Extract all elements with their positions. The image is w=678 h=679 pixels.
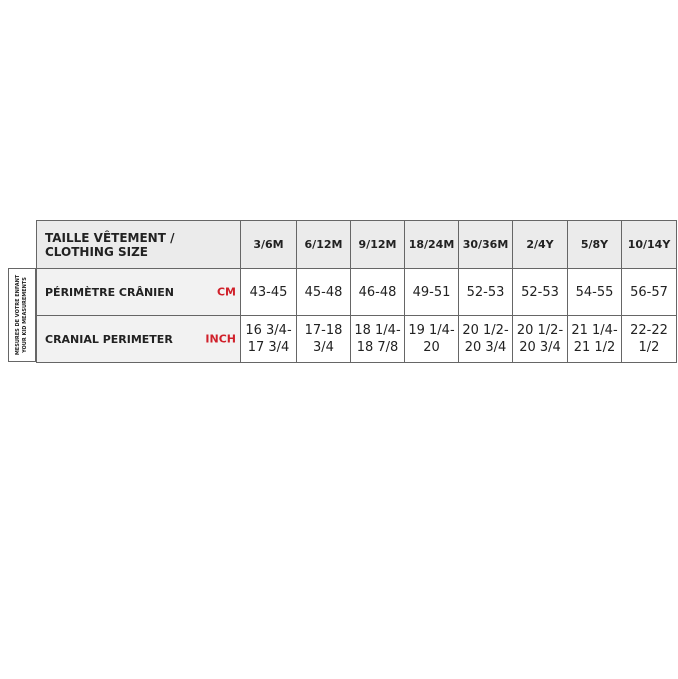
- row-label-cell: PÉRIMÈTRE CRÂNIEN CM: [36, 268, 241, 316]
- value-line: 20 1/2-: [462, 323, 509, 338]
- value-cell: 49-51: [404, 268, 459, 316]
- value-cell: 20 1/2- 20 3/4: [512, 315, 568, 363]
- value-cell: 54-55: [567, 268, 622, 316]
- row-label: CRANIAL PERIMETER: [45, 332, 173, 346]
- value-cell: 52-53: [458, 268, 513, 316]
- size-cell: 30/36M: [458, 220, 513, 269]
- value-line: 16 3/4-: [245, 323, 292, 338]
- header-label: TAILLE VÊTEMENT /: [45, 230, 175, 245]
- value-line: 18 7/8: [356, 340, 399, 355]
- size-cell: 10/14Y: [621, 220, 677, 269]
- side-label: MESURES DE VOTRE ENFANT YOUR KID MEASUREM…: [15, 275, 29, 355]
- value-cell: 45-48: [296, 268, 351, 316]
- value-line: 43-45: [249, 284, 288, 300]
- value-line: 52-53: [521, 284, 559, 300]
- value-line: 54-55: [575, 284, 614, 300]
- size-label: 3/6M: [253, 238, 284, 251]
- side-label-box: MESURES DE VOTRE ENFANT YOUR KID MEASUREM…: [8, 268, 36, 362]
- value-line: 17 3/4: [247, 340, 290, 355]
- value-line: 19 1/4-: [408, 323, 455, 338]
- value-cell: 46-48: [350, 268, 405, 316]
- value-line: 46-48: [358, 284, 397, 300]
- value-cell: 16 3/4- 17 3/4: [240, 315, 297, 363]
- size-cell: 2/4Y: [512, 220, 568, 269]
- value-line: 21 1/4-: [571, 323, 618, 338]
- size-cell: 5/8Y: [567, 220, 622, 269]
- value-line: 45-48: [304, 284, 343, 300]
- size-label: 18/24M: [408, 238, 455, 251]
- value-line: 52-53: [466, 284, 505, 300]
- row-label-cell: CRANIAL PERIMETER INCH: [36, 315, 241, 363]
- size-cell: 18/24M: [404, 220, 459, 269]
- side-label-line: YOUR KID MEASUREMENTS: [22, 277, 28, 353]
- size-label: 5/8Y: [580, 238, 609, 251]
- value-line: 21 1/2: [573, 340, 616, 355]
- value-cell: 43-45: [240, 268, 297, 316]
- size-cell: 3/6M: [240, 220, 297, 269]
- value-cell: 52-53: [512, 268, 568, 316]
- value-cell: 22-22 1/2: [621, 315, 677, 363]
- value-line: 20: [423, 340, 440, 355]
- value-cell: 56-57: [621, 268, 677, 316]
- size-label: 9/12M: [358, 238, 397, 251]
- header-label: CLOTHING SIZE: [45, 244, 148, 259]
- value-cell: 18 1/4- 18 7/8: [350, 315, 405, 363]
- value-cell: 17-18 3/4: [296, 315, 351, 363]
- header-label-cell: TAILLE VÊTEMENT / CLOTHING SIZE: [36, 220, 241, 269]
- value-line: 22-22 1/2: [630, 323, 668, 355]
- value-cell: 19 1/4- 20: [404, 315, 459, 363]
- value-line: 56-57: [630, 284, 668, 300]
- unit-label: CM: [216, 285, 236, 299]
- size-cell: 9/12M: [350, 220, 405, 269]
- unit-label: INCH: [205, 332, 236, 346]
- size-cell: 6/12M: [296, 220, 351, 269]
- size-label: 6/12M: [304, 238, 343, 251]
- value-line: 20 3/4: [519, 340, 561, 355]
- row-label: PÉRIMÈTRE CRÂNIEN: [45, 285, 174, 299]
- value-line: 17-18 3/4: [304, 323, 343, 355]
- value-cell: 20 1/2- 20 3/4: [458, 315, 513, 363]
- size-label: 30/36M: [462, 238, 509, 251]
- value-line: 49-51: [412, 284, 451, 300]
- value-line: 20 1/2-: [516, 323, 564, 338]
- size-label: 10/14Y: [627, 238, 671, 251]
- value-line: 18 1/4-: [354, 323, 401, 338]
- size-label: 2/4Y: [526, 238, 554, 251]
- value-cell: 21 1/4- 21 1/2: [567, 315, 622, 363]
- side-label-line: MESURES DE VOTRE ENFANT: [15, 274, 21, 356]
- value-line: 20 3/4: [464, 340, 507, 355]
